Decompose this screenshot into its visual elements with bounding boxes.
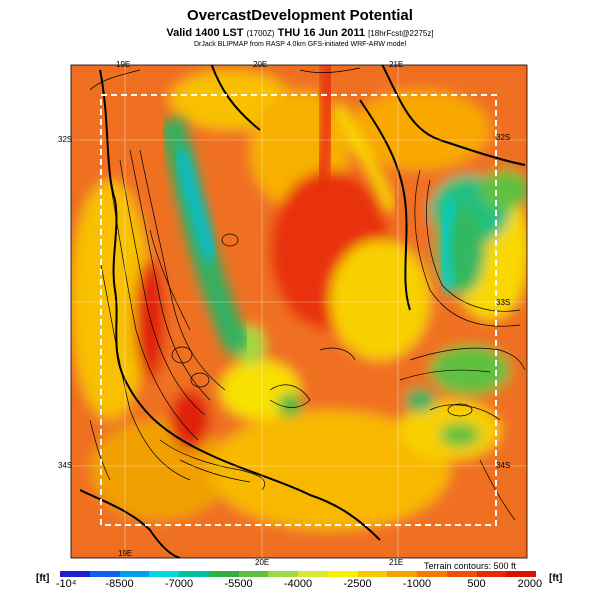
colorbar-tick-label: -2500	[343, 578, 372, 590]
map-frame	[70, 64, 528, 559]
colorbar-tick-label: 500	[467, 578, 486, 590]
colorbar-swatch	[476, 571, 507, 577]
lat-label-right-34: 34S	[496, 461, 511, 470]
model-credit: DrJack BLIPMAP from RASP 4.0km GFS-initi…	[194, 41, 406, 48]
lon-label-top-19: 19E	[116, 60, 131, 69]
colorbar-tick-labels: -10⁴ -8500 -7000 -5500 -4000 -2500 -1000 500 200…	[56, 578, 542, 594]
lon-label-top-20: 20E	[253, 60, 268, 69]
shaded-field	[71, 65, 527, 558]
colorbar-unit-right: [ft]	[549, 573, 563, 584]
colorbar-tick-label: 2000	[517, 578, 543, 590]
terrain-contour-note: Terrain contours: 500 ft	[424, 561, 517, 571]
colorbar-swatch	[238, 571, 269, 577]
colorbar-tick-label: -1000	[402, 578, 432, 590]
lon-label-bottom-20: 20E	[255, 558, 270, 567]
forecast-info: [18hrFcst@2275z]	[368, 29, 434, 38]
colorbar-swatch	[327, 571, 358, 577]
lon-label-bottom-21: 21E	[389, 558, 404, 567]
colorbar-swatch	[506, 571, 536, 577]
valid-time-line: Valid 1400 LST (1700Z) THU 16 Jun 2011 […	[0, 27, 600, 39]
valid-date: THU 16 Jun 2011	[277, 27, 366, 39]
colorbar-tick-label: -7000	[164, 578, 194, 590]
lat-label-left-34: 34S	[58, 461, 73, 470]
map-title: OvercastDevelopment Potential	[187, 7, 413, 24]
colorbar-swatch	[357, 571, 388, 577]
inner-domain-boundary	[100, 94, 497, 526]
graticule	[71, 65, 527, 558]
colorbar-swatch	[417, 571, 447, 577]
colorbar-tick-label: -8500	[105, 578, 134, 590]
colorbar-swatch	[446, 571, 477, 577]
colorbar-swatch	[89, 571, 120, 577]
colorbar-tick-label: -4000	[283, 578, 313, 590]
colorbar-tick-label: -10⁴	[55, 578, 77, 590]
lat-label-right-32: 32S	[496, 133, 511, 142]
lon-label-top-21: 21E	[389, 60, 404, 69]
colorbar-swatch	[387, 571, 417, 577]
colorbar-swatch	[60, 571, 90, 577]
colorbar-swatch	[268, 571, 298, 577]
colorbar-unit-left: [ft]	[36, 573, 50, 584]
lat-label-right-33: 33S	[496, 298, 511, 307]
valid-utc: (1700Z)	[246, 29, 275, 38]
colorbar-swatch	[119, 571, 150, 577]
colorbar-swatch	[149, 571, 179, 577]
terrain-contours	[89, 67, 526, 521]
colorbar	[60, 571, 536, 577]
colorbar-swatch	[298, 571, 328, 577]
colorbar-tick-label: -5500	[224, 578, 253, 590]
colorbar-swatch	[179, 571, 209, 577]
lon-label-bottom-19: 19E	[118, 549, 133, 558]
colorbar-swatch	[208, 571, 239, 577]
lat-label-left-32: 32S	[58, 135, 73, 144]
valid-prefix: Valid 1400 LST	[166, 27, 244, 39]
